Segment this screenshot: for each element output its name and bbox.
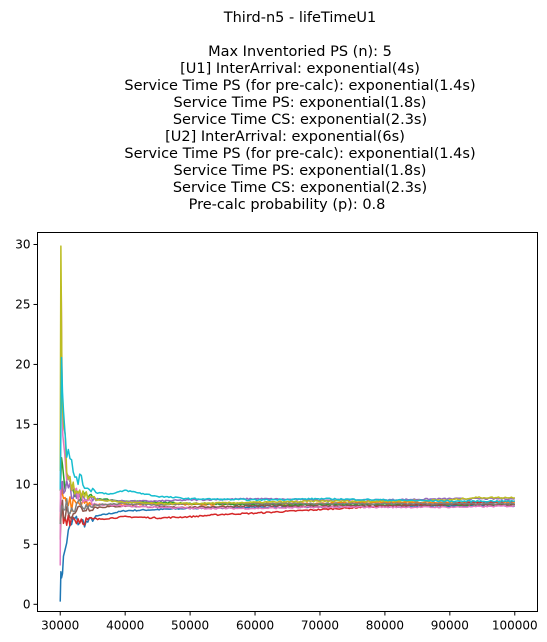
series-line-10 (59, 356, 515, 503)
plot-series-group (59, 245, 516, 602)
title-line-7: Service Time CS: exponential(2.3s) (173, 112, 427, 128)
x-tick-label-40000: 40000 (106, 619, 144, 633)
x-tick-label-100000: 100000 (492, 619, 538, 633)
title-line-4: [U1] InterArrival: exponential(4s) (180, 61, 420, 77)
y-tick-label-25: 25 (15, 297, 30, 311)
x-tick-label-50000: 50000 (171, 619, 209, 633)
y-axis: 0 5 10 15 20 25 30 (15, 237, 38, 611)
title-line-10: Service Time PS: exponential(1.8s) (174, 163, 427, 179)
y-tick-label-15: 15 (15, 417, 30, 431)
title-line-1: Third-n5 - lifeTimeU1 (223, 10, 377, 26)
x-axis: 30000 40000 50000 60000 70000 80000 90000 10000… (41, 611, 538, 633)
title-line-3: Max Inventoried PS (n): 5 (208, 44, 392, 60)
x-tick-label-60000: 60000 (236, 619, 274, 633)
x-tick-label-80000: 80000 (366, 619, 404, 633)
title-line-5: Service Time PS (for pre-calc): exponent… (124, 78, 475, 94)
title-line-9: Service Time PS (for pre-calc): exponent… (124, 146, 475, 162)
title-line-6: Service Time PS: exponential(1.8s) (174, 95, 427, 111)
title-line-11: Service Time CS: exponential(2.3s) (173, 180, 427, 196)
y-tick-label-0: 0 (23, 597, 31, 611)
x-tick-label-70000: 70000 (301, 619, 339, 633)
y-tick-label-30: 30 (15, 237, 30, 251)
chart-title: Third-n5 - lifeTimeU1 Max Inventoried PS… (124, 10, 475, 213)
series-line-6 (59, 499, 516, 540)
y-tick-label-20: 20 (15, 357, 30, 371)
x-tick-label-90000: 90000 (431, 619, 469, 633)
series-line-7 (59, 285, 515, 566)
series-line-9 (59, 245, 516, 505)
title-line-12: Pre-calc probability (p): 0.8 (189, 197, 386, 213)
y-tick-label-5: 5 (23, 537, 31, 551)
title-line-8: [U2] InterArrival: exponential(6s) (165, 129, 405, 145)
y-tick-label-10: 10 (15, 477, 30, 491)
plot-frame (37, 232, 538, 612)
x-tick-label-30000: 30000 (41, 619, 79, 633)
